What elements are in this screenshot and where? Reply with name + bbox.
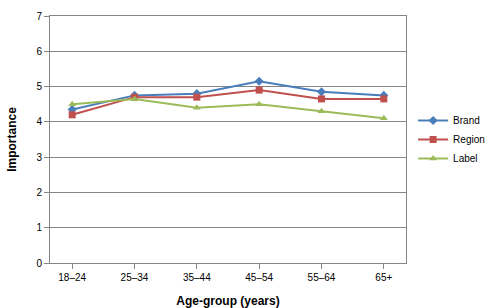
svg-text:Importance: Importance xyxy=(5,107,19,172)
svg-text:5: 5 xyxy=(36,81,42,92)
svg-text:7: 7 xyxy=(36,11,42,22)
svg-text:4: 4 xyxy=(36,116,42,127)
svg-text:3: 3 xyxy=(36,152,42,163)
svg-text:55–64: 55–64 xyxy=(308,272,336,283)
svg-text:Region: Region xyxy=(453,134,485,145)
svg-text:65+: 65+ xyxy=(375,272,392,283)
svg-text:6: 6 xyxy=(36,46,42,57)
svg-text:35–44: 35–44 xyxy=(183,272,211,283)
svg-text:25–34: 25–34 xyxy=(121,272,149,283)
svg-text:18–24: 18–24 xyxy=(58,272,86,283)
svg-text:Label: Label xyxy=(453,153,477,164)
svg-text:Brand: Brand xyxy=(453,115,480,126)
svg-text:45–54: 45–54 xyxy=(245,272,273,283)
svg-text:1: 1 xyxy=(36,222,42,233)
svg-text:Age-group (years): Age-group (years) xyxy=(176,294,279,308)
svg-text:0: 0 xyxy=(36,258,42,269)
svg-text:2: 2 xyxy=(36,187,42,198)
